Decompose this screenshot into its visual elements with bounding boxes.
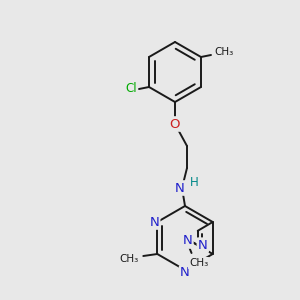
Text: N: N bbox=[175, 182, 185, 194]
Text: CH₃: CH₃ bbox=[189, 258, 208, 268]
Text: N: N bbox=[198, 239, 208, 252]
Text: N: N bbox=[149, 215, 159, 229]
Text: N: N bbox=[180, 266, 190, 280]
Text: O: O bbox=[170, 118, 180, 130]
Text: H: H bbox=[190, 176, 198, 190]
Text: CH₃: CH₃ bbox=[120, 254, 139, 264]
Text: CH₃: CH₃ bbox=[214, 47, 234, 57]
Text: Cl: Cl bbox=[125, 82, 137, 95]
Text: N: N bbox=[183, 235, 192, 248]
